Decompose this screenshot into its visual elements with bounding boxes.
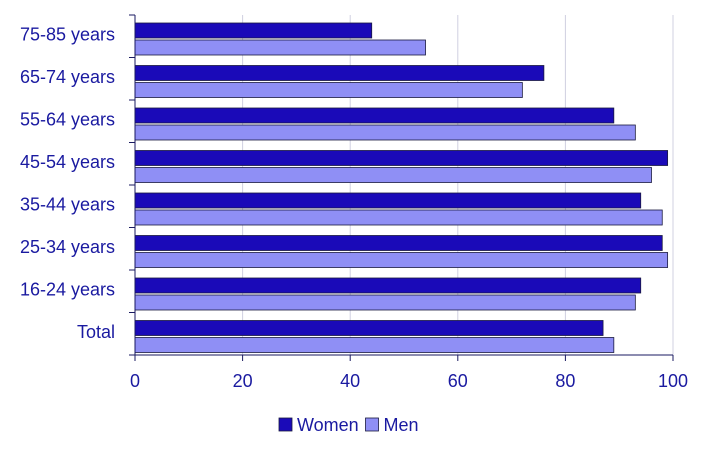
category-label: 65-74 years — [20, 67, 115, 87]
bar-men-6 — [134, 294, 636, 311]
bar-men-2 — [134, 124, 636, 141]
legend-label: Women — [297, 415, 359, 435]
bar-women-3 — [134, 150, 669, 166]
bar-men-0 — [134, 39, 426, 56]
legend-item-women: Women — [278, 415, 359, 435]
bar-women-6 — [134, 277, 642, 294]
category-label: 16-24 years — [20, 279, 115, 299]
category-label: 75-85 years — [20, 24, 115, 44]
legend-swatch — [365, 417, 379, 432]
category-labels: 75-85 years 65-74 years 55-64 years 45-54 y… — [20, 24, 115, 342]
x-tick-labels: 0 20 40 60 80 100 — [130, 371, 688, 391]
x-tick-label: 60 — [448, 371, 468, 391]
axes — [129, 14, 674, 361]
bar-men-5 — [134, 252, 669, 268]
x-tick-label: 80 — [555, 371, 575, 391]
x-tick-label: 40 — [340, 371, 360, 391]
category-label: 55-64 years — [20, 109, 115, 129]
x-tick-label: 100 — [658, 371, 688, 391]
bar-men-1 — [134, 82, 523, 98]
category-label: Total — [77, 322, 115, 342]
bar-men-4 — [134, 209, 663, 226]
bar-women-2 — [134, 107, 615, 124]
category-label: 35-44 years — [20, 194, 115, 214]
legend-item-men: Men — [365, 415, 419, 435]
x-tick-label: 20 — [233, 371, 253, 391]
bar-women-1 — [134, 65, 545, 81]
bar-women-5 — [134, 235, 663, 251]
bar-women-7 — [134, 320, 604, 336]
bar-women-4 — [134, 192, 642, 209]
category-label: 25-34 years — [20, 237, 115, 257]
x-tick-label: 0 — [130, 371, 140, 391]
bar-men-3 — [134, 167, 652, 183]
bar-women-0 — [134, 22, 373, 39]
bars — [134, 22, 669, 353]
legend: Women Men — [278, 415, 419, 435]
bar-men-7 — [134, 337, 615, 353]
category-label: 45-54 years — [20, 152, 115, 172]
legend-label: Men — [384, 415, 419, 435]
legend-swatch — [278, 417, 293, 432]
